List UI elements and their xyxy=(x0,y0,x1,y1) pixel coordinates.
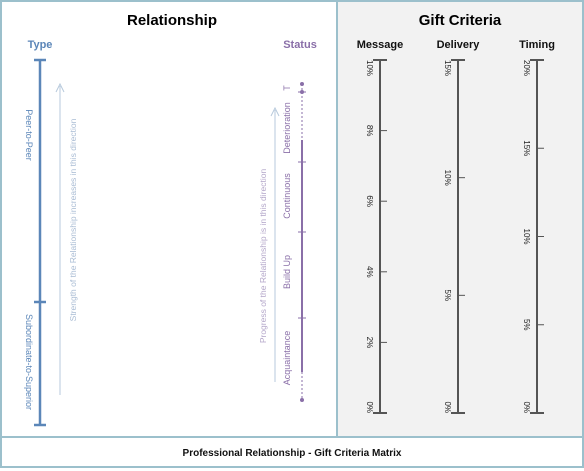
scale-label-timing: Timing xyxy=(519,39,555,51)
type-direction-arrow: Strength of the Relationship increases i… xyxy=(55,82,78,395)
footer-caption: Professional Relationship - Gift Criteri… xyxy=(183,448,402,459)
scale-tick-label: 15% xyxy=(443,60,452,76)
gift-criteria-title: Gift Criteria xyxy=(419,12,502,29)
type-segment-subordinate: Subordinate-to-Superior xyxy=(24,314,34,410)
status-dot-end xyxy=(300,398,304,402)
scale-tick-label: 5% xyxy=(443,290,452,302)
scale-tick-label: 10% xyxy=(522,228,531,244)
scale-tick-label: 4% xyxy=(365,266,374,278)
status-continuous: Continuous xyxy=(282,173,292,219)
type-scale: Peer-to-Peer Subordinate-to-Superior xyxy=(24,58,46,427)
status-arrow-text: Progress of the Relationship is in this … xyxy=(258,169,268,344)
type-segment-peer: Peer-to-Peer xyxy=(24,109,34,161)
type-arrow-head xyxy=(55,82,65,93)
type-label: Type xyxy=(28,39,53,51)
status-build-up: Build Up xyxy=(282,255,292,289)
status-deterioration: Deterioration xyxy=(282,102,292,154)
scale-label-delivery: Delivery xyxy=(437,39,481,51)
status-t: T xyxy=(282,85,292,91)
scale-tick-label: 6% xyxy=(365,195,374,207)
relationship-title: Relationship xyxy=(127,12,217,29)
status-direction-arrow: Progress of the Relationship is in this … xyxy=(258,106,280,382)
status-dot-1 xyxy=(300,82,304,86)
type-arrow-text: Strength of the Relationship increases i… xyxy=(68,118,78,321)
status-acquaintance: Acquaintance xyxy=(282,331,292,386)
gift-scales: Message 10% 8% 6% 4% 2% 0% Delivery 15% 10% 5% 0% Ti… xyxy=(357,39,555,414)
scale-tick-label: 10% xyxy=(443,170,452,186)
status-arrow-head xyxy=(270,106,280,117)
scale-tick-label: 2% xyxy=(365,337,374,349)
scale-tick-label: 5% xyxy=(522,319,531,331)
status-label: Status xyxy=(283,39,317,51)
scale-label-message: Message xyxy=(357,39,403,51)
scale-tick-label: 0% xyxy=(443,401,452,413)
scale-tick-label: 0% xyxy=(365,401,374,413)
scale-tick-label: 15% xyxy=(522,140,531,156)
scale-tick-label: 8% xyxy=(365,125,374,137)
status-scale: Acquaintance Build Up Continuous Deterio… xyxy=(282,82,306,402)
scale-tick-label: 20% xyxy=(522,60,531,76)
scale-tick-label: 0% xyxy=(522,401,531,413)
scale-tick-label: 10% xyxy=(365,60,374,76)
gift-criteria-panel xyxy=(337,2,582,437)
